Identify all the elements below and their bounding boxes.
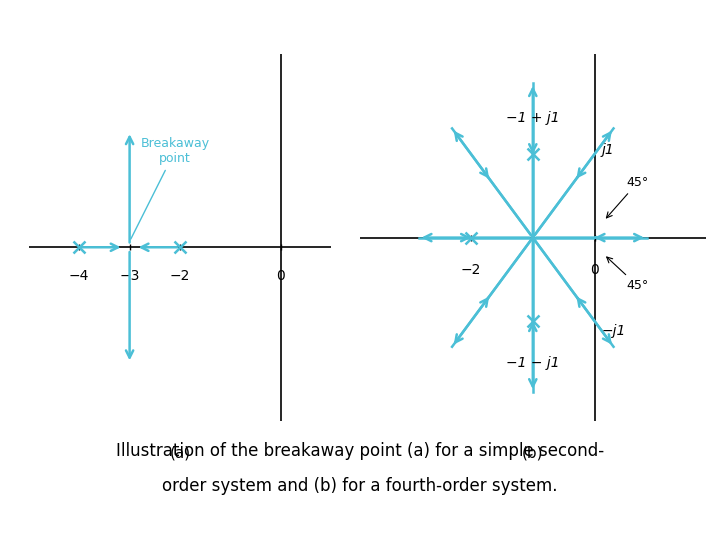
Text: Breakaway
point: Breakaway point <box>131 137 210 239</box>
Text: −j1: −j1 <box>602 324 626 338</box>
Text: −1 + j1: −1 + j1 <box>506 111 559 125</box>
Text: (b): (b) <box>522 446 544 461</box>
Text: −3: −3 <box>120 268 140 282</box>
Text: −1 − j1: −1 − j1 <box>506 356 559 370</box>
Text: Illustration of the breakaway point (a) for a simple second-: Illustration of the breakaway point (a) … <box>116 442 604 460</box>
Text: 45°: 45° <box>607 257 649 292</box>
Text: order system and (b) for a fourth-order system.: order system and (b) for a fourth-order … <box>162 477 558 495</box>
Text: 0: 0 <box>276 268 285 282</box>
Text: j1: j1 <box>602 143 615 157</box>
Text: −4: −4 <box>69 268 89 282</box>
Text: (a): (a) <box>169 446 191 461</box>
Text: −2: −2 <box>170 268 190 282</box>
Text: −2: −2 <box>461 262 481 276</box>
Text: 0: 0 <box>590 262 599 276</box>
Text: 45°: 45° <box>606 176 649 218</box>
